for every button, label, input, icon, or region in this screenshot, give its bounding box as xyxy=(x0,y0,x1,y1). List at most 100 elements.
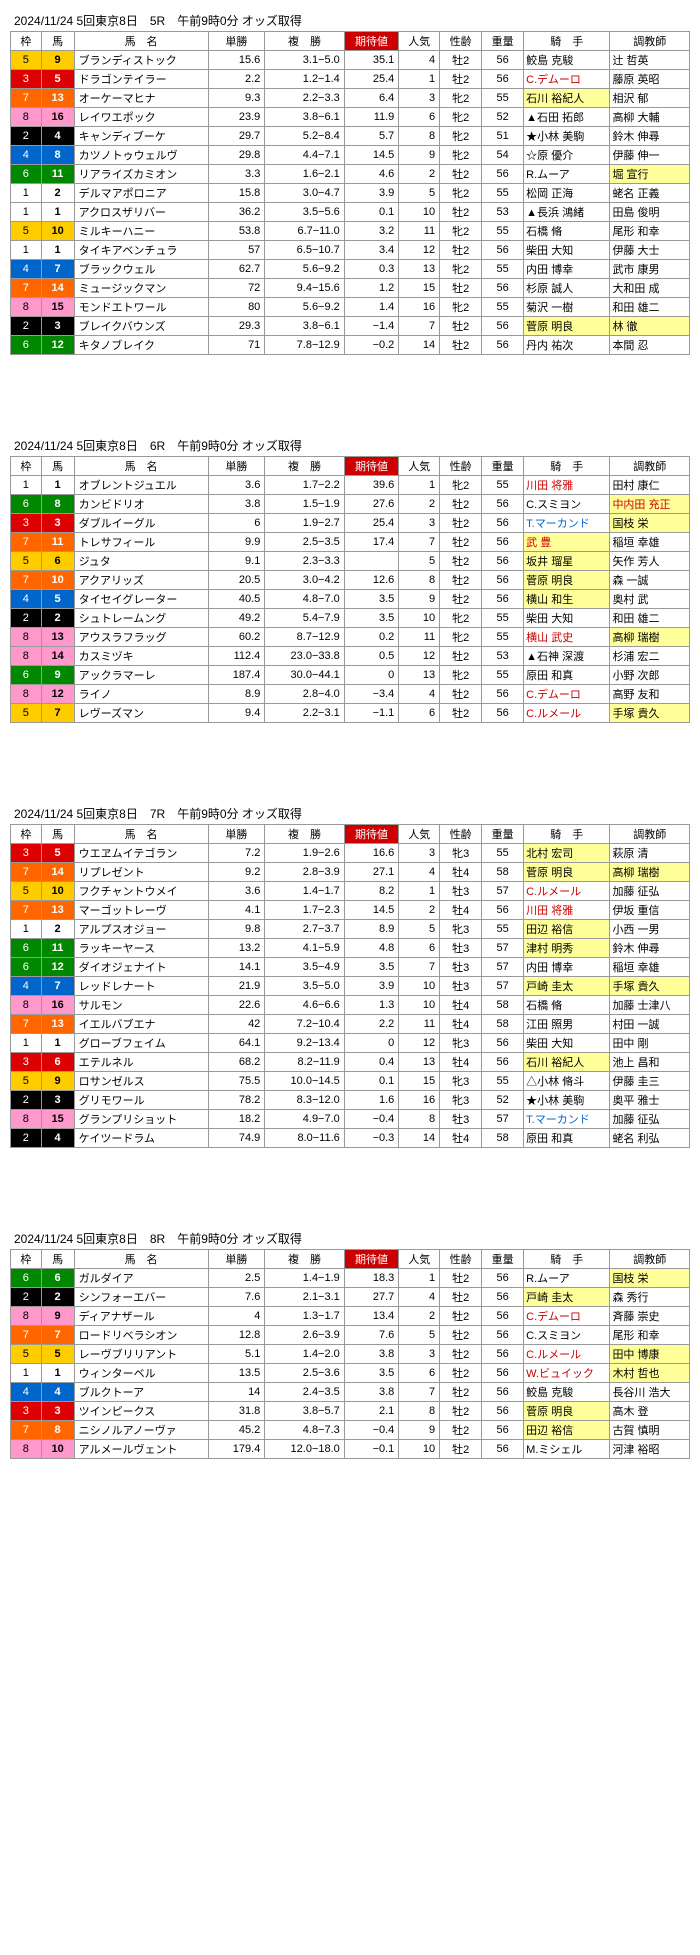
win-odds: 4.1 xyxy=(208,901,265,920)
expected-value: −0.2 xyxy=(344,336,399,355)
win-odds: 6 xyxy=(208,514,265,533)
jockey: 菅原 明良 xyxy=(524,1402,610,1421)
trainer: 池上 昌和 xyxy=(610,1053,690,1072)
table-row: 612キタノブレイク717.8−12.9−0.214牡256丹内 祐次本間 忍 xyxy=(11,336,690,355)
horse-number: 2 xyxy=(41,184,74,203)
frame-number: 1 xyxy=(11,476,42,495)
place-odds: 1.4−1.9 xyxy=(265,1269,344,1288)
trainer: 古賀 慎明 xyxy=(610,1421,690,1440)
sex-age: 牡2 xyxy=(440,514,482,533)
sex-age: 牡2 xyxy=(440,533,482,552)
frame-number: 8 xyxy=(11,1110,42,1129)
column-header: 単勝 xyxy=(208,825,265,844)
popularity: 12 xyxy=(399,1034,440,1053)
trainer: 蛯名 正義 xyxy=(610,184,690,203)
expected-value: −0.1 xyxy=(344,1440,399,1459)
popularity: 4 xyxy=(399,51,440,70)
weight: 58 xyxy=(482,863,524,882)
horse-name: アルメールヴェント xyxy=(74,1440,208,1459)
weight: 56 xyxy=(482,704,524,723)
table-row: 59ブランディストック15.63.1−5.035.14牡256鮫島 克駿辻 哲英 xyxy=(11,51,690,70)
popularity: 1 xyxy=(399,70,440,89)
popularity: 13 xyxy=(399,666,440,685)
horse-number: 3 xyxy=(41,317,74,336)
weight: 55 xyxy=(482,628,524,647)
expected-value: 0 xyxy=(344,666,399,685)
horse-name: アルプスオジョー xyxy=(74,920,208,939)
expected-value: 35.1 xyxy=(344,51,399,70)
jockey: 横山 和生 xyxy=(524,590,610,609)
expected-value: 6.4 xyxy=(344,89,399,108)
horse-number: 11 xyxy=(41,939,74,958)
frame-number: 1 xyxy=(11,203,42,222)
horse-name: ガルダイア xyxy=(74,1269,208,1288)
race-title: 2024/11/24 5回東京8日 8R 午前9時0分 オッズ取得 xyxy=(10,1228,690,1249)
horse-number: 7 xyxy=(41,977,74,996)
trainer: 林 徹 xyxy=(610,317,690,336)
sex-age: 牡2 xyxy=(440,1269,482,1288)
table-row: 714ミュージックマン729.4−15.61.215牡256杉原 誠人大和田 成 xyxy=(11,279,690,298)
jockey: ▲長浜 鴻緒 xyxy=(524,203,610,222)
jockey: ☆原 優介 xyxy=(524,146,610,165)
horse-number: 1 xyxy=(41,1364,74,1383)
place-odds: 1.9−2.7 xyxy=(265,514,344,533)
horse-name: サルモン xyxy=(74,996,208,1015)
table-row: 66ガルダイア2.51.4−1.918.31牡256R.ムーア国枝 栄 xyxy=(11,1269,690,1288)
horse-name: ドラゴンテイラー xyxy=(74,70,208,89)
jockey: 戸崎 圭太 xyxy=(524,1288,610,1307)
horse-name: アクロスザリバー xyxy=(74,203,208,222)
popularity: 10 xyxy=(399,203,440,222)
place-odds: 2.6−3.9 xyxy=(265,1326,344,1345)
place-odds: 9.2−13.4 xyxy=(265,1034,344,1053)
popularity: 1 xyxy=(399,882,440,901)
horse-number: 9 xyxy=(41,51,74,70)
column-header: 複 勝 xyxy=(265,1250,344,1269)
expected-value: 0.2 xyxy=(344,628,399,647)
trainer: 大和田 成 xyxy=(610,279,690,298)
table-row: 815モンドエトワール805.6−9.21.416牝255菊沢 一樹和田 雄二 xyxy=(11,298,690,317)
race-title: 2024/11/24 5回東京8日 6R 午前9時0分 オッズ取得 xyxy=(10,435,690,456)
expected-value: 17.4 xyxy=(344,533,399,552)
frame-number: 1 xyxy=(11,184,42,203)
sex-age: 牡3 xyxy=(440,939,482,958)
trainer: 堀 宣行 xyxy=(610,165,690,184)
column-header: 馬 xyxy=(41,457,74,476)
weight: 56 xyxy=(482,1364,524,1383)
jockey: 柴田 大知 xyxy=(524,609,610,628)
jockey: 石橋 脩 xyxy=(524,222,610,241)
column-header: 枠 xyxy=(11,457,42,476)
win-odds: 80 xyxy=(208,298,265,317)
win-odds: 22.6 xyxy=(208,996,265,1015)
sex-age: 牡2 xyxy=(440,552,482,571)
win-odds: 9.8 xyxy=(208,920,265,939)
table-row: 11グローブフェイム64.19.2−13.4012牝356柴田 大知田中 剛 xyxy=(11,1034,690,1053)
horse-name: レッドレナート xyxy=(74,977,208,996)
frame-number: 1 xyxy=(11,1034,42,1053)
jockey: 武 豊 xyxy=(524,533,610,552)
popularity: 3 xyxy=(399,844,440,863)
win-odds: 20.5 xyxy=(208,571,265,590)
win-odds: 53.8 xyxy=(208,222,265,241)
horse-name: シュトレームング xyxy=(74,609,208,628)
column-header: 馬 名 xyxy=(74,1250,208,1269)
horse-name: カスミヅキ xyxy=(74,647,208,666)
horse-number: 11 xyxy=(41,533,74,552)
table-row: 810アルメールヴェント179.412.0−18.0−0.110牡256M.ミシ… xyxy=(11,1440,690,1459)
weight: 56 xyxy=(482,51,524,70)
expected-value xyxy=(344,552,399,571)
jockey: 内田 博幸 xyxy=(524,260,610,279)
horse-number: 2 xyxy=(41,1288,74,1307)
win-odds: 62.7 xyxy=(208,260,265,279)
trainer: 萩原 清 xyxy=(610,844,690,863)
weight: 55 xyxy=(482,260,524,279)
win-odds: 45.2 xyxy=(208,1421,265,1440)
jockey: 原田 和真 xyxy=(524,666,610,685)
expected-value: −0.3 xyxy=(344,1129,399,1148)
horse-name: エテルネル xyxy=(74,1053,208,1072)
jockey: R.ムーア xyxy=(524,165,610,184)
weight: 56 xyxy=(482,241,524,260)
jockey: ★小林 美駒 xyxy=(524,1091,610,1110)
place-odds: 7.8−12.9 xyxy=(265,336,344,355)
win-odds: 9.4 xyxy=(208,704,265,723)
popularity: 2 xyxy=(399,1307,440,1326)
